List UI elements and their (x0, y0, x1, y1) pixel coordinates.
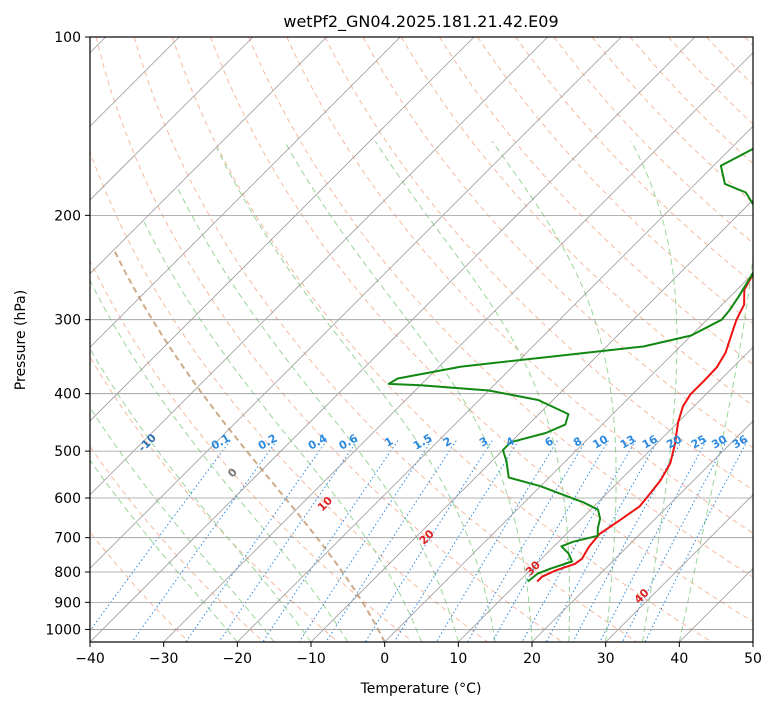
dry-adiabat-line (324, 37, 753, 491)
mixing-ratio-line (644, 440, 748, 642)
y-tick-label: 400 (54, 387, 81, 403)
axis-ticks: −40 −30 −20 −10 0 10 20 30 40 50 100 200 300 400 500 60… (45, 30, 762, 667)
moist-adiabat-line (177, 187, 459, 642)
plot-frame (89, 36, 754, 643)
moist-adiabat-line (90, 459, 238, 642)
x-tick-label: 50 (744, 651, 762, 667)
moist-adiabat-line (90, 279, 349, 642)
plot-area (90, 37, 753, 642)
moist-adiabat-line (90, 347, 312, 642)
dry-adiabat-line (133, 37, 638, 642)
isotherm-line (90, 37, 401, 348)
mixing-ratio-line (435, 440, 558, 642)
isotherm-line (90, 37, 475, 422)
mixing-ratio-line (262, 440, 399, 642)
chart-title: wetPf2_GN04.2025.181.21.42.E09 (283, 12, 558, 32)
isotherm-line (163, 52, 753, 642)
isotherm-line (531, 420, 753, 642)
isotherm-line (90, 37, 548, 496)
x-tick-label: 20 (523, 651, 541, 667)
isotherm-line (384, 273, 753, 642)
y-tick-label: 900 (54, 595, 81, 611)
y-tick-label: 1000 (45, 622, 81, 638)
mixing-ratio-line (599, 440, 707, 642)
isotherm-line (237, 125, 753, 642)
mixing-ratio-line (621, 440, 728, 642)
gridlines (90, 37, 753, 642)
dry-adiabat-line (362, 37, 753, 449)
temperature-profile-line (536, 272, 753, 583)
y-tick-label: 200 (54, 208, 81, 224)
isotherm-line (605, 494, 753, 642)
freezing-adiabat-line (113, 250, 386, 642)
mixing-ratio-line (491, 440, 609, 642)
dry-adiabat-line (90, 150, 488, 642)
dry-adiabat-line (210, 37, 753, 623)
x-tick-label: −40 (75, 651, 105, 667)
dry-adiabat-line (248, 37, 753, 578)
x-tick-label: 30 (597, 651, 615, 667)
dry-adiabat-line (95, 37, 563, 642)
x-tick-label: −30 (149, 651, 179, 667)
y-tick-label: 500 (54, 444, 81, 460)
isotherm-line (310, 199, 753, 642)
mixing-ratio-line (218, 440, 358, 642)
mixing-ratio-line (185, 440, 328, 642)
dry-adiabat-line (171, 37, 712, 642)
mixing-ratio-line (131, 440, 278, 642)
y-tick-label: 800 (54, 565, 81, 581)
x-tick-label: 40 (670, 651, 688, 667)
y-tick-label: 300 (54, 313, 81, 329)
dry-adiabat-line (90, 445, 264, 642)
isotherm-line (90, 37, 254, 201)
isotherm-line (90, 37, 327, 275)
moist-adiabat-line (90, 406, 275, 642)
x-tick-label: 10 (449, 651, 467, 667)
x-tick-label: 0 (380, 651, 389, 667)
mixing-ratio-line (467, 440, 587, 642)
line-labels: -100-90-80-70-60-50-40-30-20-10010203040… (136, 431, 751, 606)
y-axis-label: Pressure (hPa) (13, 290, 29, 390)
profile-lines (387, 147, 753, 583)
dewpoint-profile-line (387, 147, 753, 583)
y-tick-label: 600 (54, 491, 81, 507)
dry-adiabat-line (400, 37, 753, 407)
isotherm-line (90, 37, 696, 642)
x-tick-label: −20 (223, 651, 253, 667)
mixing-ratio-line (364, 440, 493, 642)
moist-adiabat-line (142, 220, 422, 642)
mixing-ratio-line (90, 440, 231, 632)
mixing-ratio-line (545, 440, 659, 642)
isotherm-line (90, 37, 622, 569)
y-tick-label: 700 (54, 531, 81, 547)
isotherm-line (458, 346, 753, 642)
x-tick-label: −10 (296, 651, 326, 667)
x-axis-label: Temperature (°C) (360, 681, 482, 697)
y-tick-label: 100 (54, 30, 81, 46)
